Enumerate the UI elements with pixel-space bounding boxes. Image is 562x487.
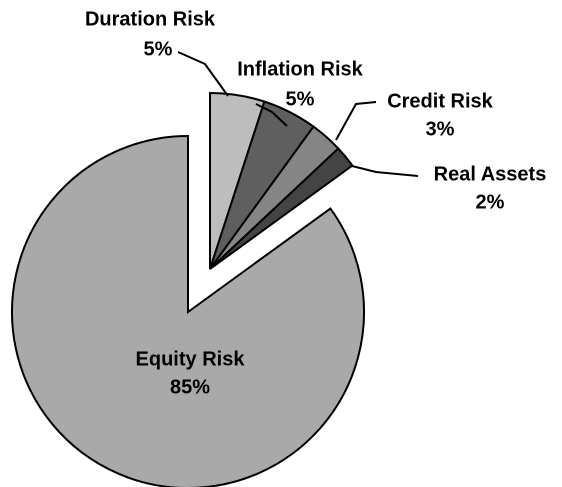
slice-value-label: 3% (426, 118, 455, 140)
slice-label: Duration Risk (85, 8, 216, 30)
leader-line (335, 101, 377, 141)
slice-value-label: 5% (144, 38, 173, 60)
slice-value-label: 85% (170, 376, 210, 398)
slice-value-label: 5% (286, 88, 315, 110)
slice-label: Credit Risk (387, 90, 493, 112)
slice-label: Real Assets (434, 163, 547, 185)
leader-line (351, 165, 419, 177)
leader-line (177, 51, 229, 97)
leader-line (255, 103, 288, 127)
pie-slice (11, 134, 365, 487)
slice-value-label: 2% (476, 191, 505, 213)
slice-label: Equity Risk (136, 348, 246, 370)
slice-label: Inflation Risk (237, 58, 363, 80)
